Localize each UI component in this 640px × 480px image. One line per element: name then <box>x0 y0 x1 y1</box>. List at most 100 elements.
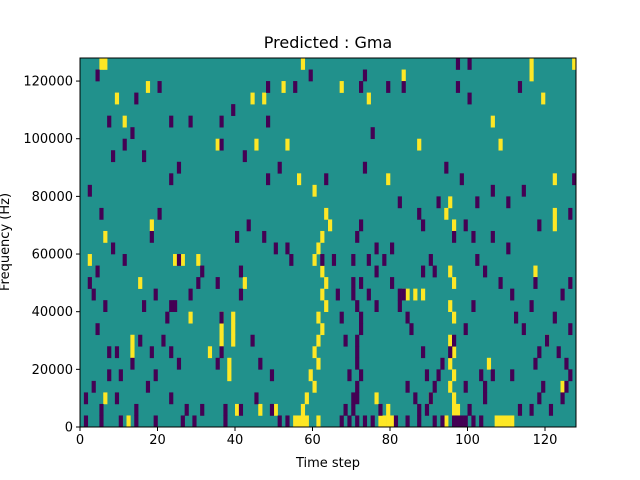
heatmap-cell-low <box>169 346 174 359</box>
heatmap-cell-high <box>231 311 236 324</box>
heatmap-cell-low <box>440 357 445 370</box>
heatmap-cell-low <box>285 415 290 428</box>
heatmap-cell-low <box>153 415 158 428</box>
heatmap-cell-high <box>316 334 321 347</box>
heatmap-cell-high <box>293 415 298 428</box>
heatmap-cell-low <box>521 184 526 197</box>
heatmap-cell-high <box>452 392 457 405</box>
heatmap-cell-low <box>355 357 360 370</box>
heatmap-cell-low <box>568 323 573 336</box>
heatmap-cell-high <box>452 219 457 232</box>
y-tick-label: 100000 <box>23 132 73 147</box>
heatmap-cell-low <box>444 161 449 174</box>
heatmap-cell-high <box>320 265 325 278</box>
heatmap-cell-low <box>568 277 573 289</box>
heatmap-cell-low <box>548 403 554 416</box>
heatmap-cell-low <box>459 173 464 186</box>
heatmap-cell-low <box>223 403 228 416</box>
heatmap-cell-low <box>452 334 457 347</box>
chart-title: Predicted : Gma <box>264 33 392 52</box>
heatmap-cell-low <box>118 369 123 382</box>
heatmap-cell-low <box>455 415 461 428</box>
heatmap-cell-low <box>362 69 368 82</box>
heatmap-cell-high <box>99 58 104 70</box>
heatmap-cell-high <box>444 207 449 220</box>
heatmap-cell-low <box>95 323 100 336</box>
heatmap-cell-low <box>463 415 468 428</box>
x-tick-label: 100 <box>455 433 480 448</box>
heatmap-cell-low <box>99 403 104 416</box>
heatmap-cell-low <box>459 415 464 428</box>
heatmap-cell-low <box>471 415 476 428</box>
heatmap-cell-low <box>339 311 344 324</box>
heatmap-cell-high <box>486 357 492 370</box>
heatmap-cell-low <box>219 346 224 359</box>
heatmap-cell-low <box>235 230 240 243</box>
heatmap-cell-low <box>359 277 364 289</box>
heatmap-cell-low <box>188 115 193 128</box>
heatmap-cell-high <box>312 380 317 393</box>
heatmap-cell-low <box>359 311 364 324</box>
plot-area <box>79 57 577 428</box>
heatmap-cell-low <box>564 380 569 393</box>
heatmap-cell-low <box>506 242 511 255</box>
heatmap-cell-high <box>320 288 325 301</box>
heatmap-cell-high <box>448 334 453 347</box>
heatmap-cell-low <box>200 265 205 278</box>
heatmap-cell-high <box>510 415 515 428</box>
x-tick-label: 40 <box>227 433 244 448</box>
heatmap-cell-low <box>355 346 360 359</box>
heatmap-cell-low <box>335 288 340 301</box>
heatmap-cell-high <box>145 81 151 93</box>
heatmap-cell-low <box>452 230 457 243</box>
heatmap-cell-low <box>355 392 360 405</box>
heatmap-cell-low <box>161 334 166 347</box>
heatmap-cell-low <box>382 254 387 266</box>
heatmap-cell-low <box>347 415 352 428</box>
heatmap-cell-high <box>316 357 321 370</box>
heatmap-cell-high <box>188 311 193 324</box>
heatmap-cell-low <box>246 219 251 232</box>
heatmap-cell-low <box>401 288 406 301</box>
heatmap-cell-low <box>219 138 224 151</box>
heatmap-cell-low <box>475 254 480 266</box>
heatmap-cell-low <box>320 254 325 266</box>
heatmap-cell-high <box>328 219 333 232</box>
heatmap-cell-low <box>293 81 298 93</box>
plot-frame <box>79 57 577 428</box>
heatmap-cell-high <box>448 265 453 278</box>
heatmap-cell-high <box>273 403 278 416</box>
heatmap-cell-high <box>324 277 329 289</box>
heatmap-cell-high <box>572 58 577 70</box>
heatmap-cell-low <box>355 415 360 428</box>
heatmap-cell-low <box>370 127 375 140</box>
heatmap-cell-low <box>176 161 182 174</box>
heatmap-cell-high <box>417 138 422 151</box>
heatmap-cell-low <box>490 184 495 197</box>
heatmap-cell-low <box>421 219 426 232</box>
heatmap-cell-high <box>498 138 503 151</box>
heatmap-cell-low <box>424 403 430 416</box>
heatmap-cell-low <box>405 415 410 428</box>
heatmap-cell-low <box>173 300 178 312</box>
heatmap-cell-low <box>424 369 430 382</box>
heatmap-cell-low <box>428 392 433 405</box>
heatmap-cell-high <box>378 415 383 428</box>
heatmap-cell-low <box>397 196 402 209</box>
heatmap-cell-high <box>130 346 135 359</box>
y-tick-label: 20000 <box>32 363 73 378</box>
heatmap-cell-low <box>91 288 96 301</box>
heatmap-cell-low <box>83 415 89 428</box>
heatmap-cell-high <box>312 184 317 197</box>
heatmap-cell-low <box>572 173 577 186</box>
heatmap-cell-high <box>316 311 321 324</box>
heatmap-cell-low <box>266 173 271 186</box>
heatmap-cell-low <box>560 392 565 405</box>
heatmap-cell-low <box>351 403 356 416</box>
x-tick-label: 120 <box>533 433 558 448</box>
heatmap-cell-low <box>490 230 495 243</box>
heatmap-cell-low <box>99 415 104 428</box>
heatmap-cell-low <box>142 150 147 163</box>
heatmap-cell-low <box>455 58 461 70</box>
heatmap-cell-low <box>498 277 503 289</box>
